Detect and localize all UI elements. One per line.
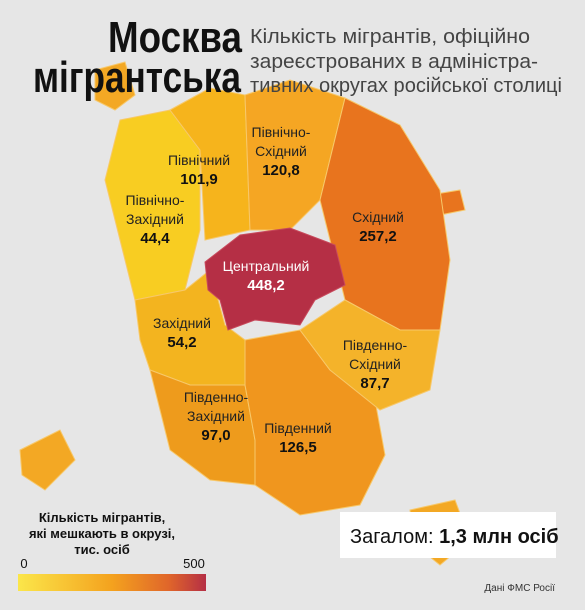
district-value: 448,2: [247, 277, 285, 294]
district-value: 87,7: [360, 375, 389, 392]
district-name: Північно-: [252, 124, 311, 140]
district-labels: Північний 101,9 Північно- Східний 120,8 Півні…: [126, 124, 408, 456]
district-value: 44,4: [140, 230, 170, 247]
district-name: Південно-: [184, 389, 249, 405]
zelenograd: [94, 61, 136, 111]
legend-min: 0: [20, 556, 27, 571]
source: Дані ФМС Росії: [484, 583, 555, 594]
district-name: Східний: [349, 356, 401, 372]
legend-title-line: тис. осіб: [74, 542, 129, 557]
district-name: Південно-: [343, 337, 408, 353]
district-name: Західний: [153, 315, 211, 331]
total-box: [340, 512, 556, 558]
district-name: Західний: [126, 211, 184, 227]
title-line: мігрантська: [33, 53, 241, 102]
district-value: 257,2: [359, 228, 397, 245]
total-text: Загалом: 1,3 млн осіб: [350, 526, 559, 548]
district-value: 120,8: [262, 162, 300, 179]
legend: Кількість мігрантів, які мешкають в окру…: [18, 510, 206, 591]
subtitle-line: Кількість мігрантів, офіційно: [250, 26, 530, 48]
district-name: Північно-: [126, 192, 185, 208]
total-label: Загалом:: [350, 526, 434, 548]
legend-title-line: Кількість мігрантів,: [39, 510, 165, 525]
district-value: 101,9: [180, 171, 218, 188]
district-name: Східний: [352, 209, 404, 225]
district-name: Східний: [255, 143, 307, 159]
district-name: Центральний: [223, 258, 310, 274]
district-name: Південний: [264, 420, 332, 436]
title-line: Москва: [108, 13, 242, 62]
district-value: 126,5: [279, 439, 317, 456]
total-value: 1,3 млн осіб: [439, 526, 558, 548]
enclave: [19, 429, 76, 491]
subtitle-line: тивних округах російської столиці: [250, 75, 562, 97]
title: Москва мігрантська: [33, 13, 242, 102]
legend-title-line: які мешкають в окрузі,: [29, 526, 175, 541]
subtitle: Кількість мігрантів, офіційно зареєстров…: [250, 26, 562, 97]
district-name: Північний: [168, 152, 230, 168]
district-value: 97,0: [201, 427, 230, 444]
subtitle-line: зареєстрованих в адміністра-: [250, 51, 538, 73]
south-east-district: [299, 299, 441, 411]
legend-max: 500: [183, 556, 205, 571]
legend-gradient: [18, 574, 206, 591]
district-value: 54,2: [167, 334, 196, 351]
district-name: Західний: [187, 408, 245, 424]
central-district: [204, 227, 346, 331]
